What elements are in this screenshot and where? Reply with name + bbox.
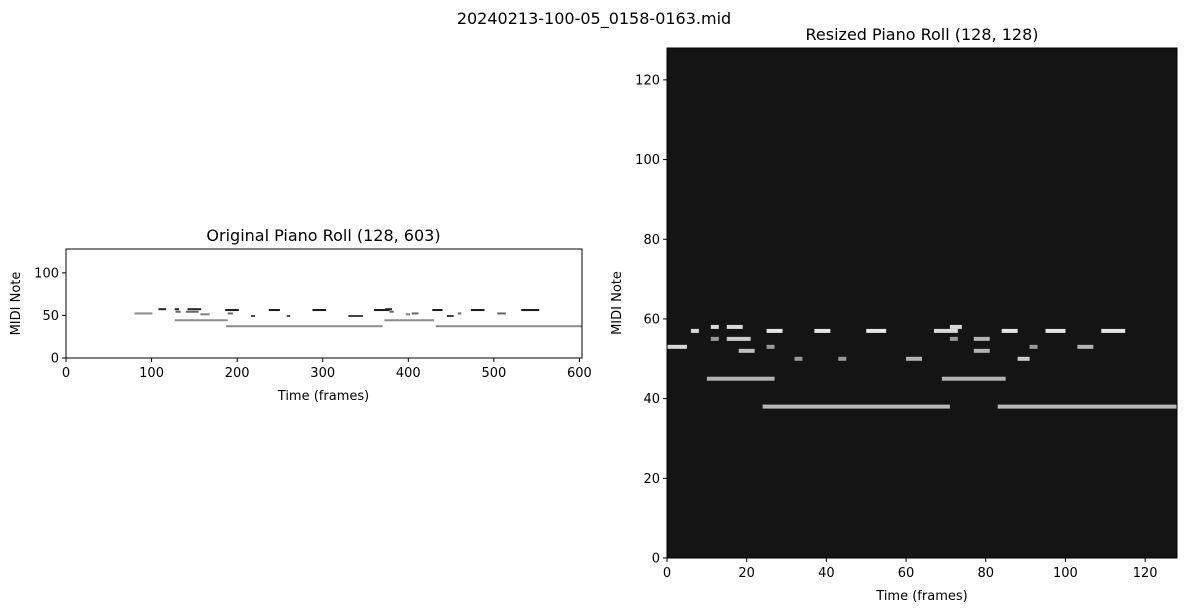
resized-note-bar — [762, 404, 950, 409]
original-note-bar — [446, 314, 454, 317]
original-ytick-label: 50 — [42, 309, 59, 324]
resized-ytick-label: 60 — [643, 312, 660, 327]
resized-note-bar — [726, 324, 743, 329]
original-xtick-label: 500 — [481, 366, 506, 381]
resized-note-bar — [794, 356, 803, 361]
resized-note-bar — [949, 324, 962, 329]
resized-ytick-label: 120 — [635, 73, 660, 88]
original-panel-title: Original Piano Roll (128, 603) — [206, 226, 440, 245]
original-note-bar — [175, 310, 181, 313]
resized-xtick-label: 80 — [977, 566, 994, 581]
resized-note-bar — [667, 344, 687, 349]
original-yaxis-label: MIDI Note — [9, 272, 24, 336]
resized-note-bar — [1045, 328, 1066, 333]
original-note-bar — [174, 319, 228, 322]
original-note-bar — [374, 309, 390, 312]
original-note-bar — [405, 313, 410, 316]
resized-piano-roll-panel: Resized Piano Roll (128, 128) 0 20 40 60 80 1… — [610, 25, 1178, 604]
resized-xtick-label: 0 — [663, 566, 671, 581]
original-note-bar — [312, 309, 327, 312]
original-note-bar — [286, 314, 291, 317]
resized-yaxis-label: MIDI Note — [610, 271, 625, 335]
resized-note-bar — [933, 328, 958, 333]
figure-suptitle: 20240213-100-05_0158-0163.mid — [457, 9, 731, 29]
resized-note-bar — [906, 356, 922, 361]
original-note-bar — [200, 313, 210, 316]
original-note-bar — [268, 309, 280, 312]
resized-panel-title: Resized Piano Roll (128, 128) — [806, 25, 1039, 44]
resized-note-bar — [1029, 344, 1038, 349]
resized-note-bar — [973, 336, 990, 341]
original-note-bar — [411, 312, 419, 315]
resized-xtick-label: 60 — [898, 566, 915, 581]
resized-ytick-label: 80 — [643, 233, 660, 248]
original-note-bar — [385, 308, 393, 311]
resized-plot-area: 0 20 40 60 80 100 120 0 20 40 60 80 100 120 — [635, 47, 1178, 581]
resized-note-bar — [766, 328, 783, 333]
original-xtick-label: 600 — [567, 366, 592, 381]
resized-note-bar — [1077, 344, 1094, 349]
resized-xtick-label: 20 — [738, 566, 755, 581]
resized-xtick-label: 120 — [1133, 566, 1158, 581]
original-note-bar — [521, 309, 540, 312]
original-note-bar — [226, 325, 383, 328]
original-note-bar — [158, 308, 167, 311]
original-note-bar — [225, 309, 239, 312]
original-note-bar — [227, 312, 233, 315]
original-note-bar — [174, 308, 179, 311]
resized-note-bar — [997, 404, 1177, 409]
resized-ytick-label: 100 — [635, 153, 660, 168]
original-note-bar — [185, 310, 199, 313]
original-xaxis-label: Time (frames) — [277, 389, 369, 404]
resized-note-bar — [973, 348, 990, 353]
original-note-bar — [470, 309, 485, 312]
resized-note-bar — [706, 376, 775, 381]
resized-note-bar — [838, 356, 847, 361]
resized-note-bar — [949, 336, 958, 341]
resized-note-bar — [1001, 328, 1018, 333]
resized-ytick-label: 0 — [652, 552, 660, 567]
resized-note-bar — [710, 336, 719, 341]
resized-note-bar — [1101, 328, 1126, 333]
resized-xtick-label: 40 — [818, 566, 835, 581]
original-note-bar — [435, 325, 582, 328]
resized-note-bar — [726, 336, 751, 341]
original-note-bar — [348, 314, 363, 317]
resized-axes-frame — [666, 47, 1178, 559]
original-xtick-label: 100 — [139, 366, 164, 381]
original-plot-background — [66, 249, 582, 358]
original-ytick-label: 100 — [34, 266, 59, 281]
resized-note-bar — [814, 328, 831, 333]
resized-plot-background — [667, 48, 1177, 558]
original-note-bar — [384, 319, 434, 322]
resized-note-bar — [1017, 356, 1030, 361]
original-note-bar — [432, 309, 443, 312]
original-xtick-label: 0 — [62, 366, 70, 381]
original-note-bar — [497, 312, 506, 315]
original-xtick-label: 400 — [396, 366, 421, 381]
resized-ytick-label: 40 — [643, 392, 660, 407]
resized-xaxis-label: Time (frames) — [875, 589, 967, 604]
resized-xtick-label: 100 — [1053, 566, 1078, 581]
original-note-bar — [389, 310, 394, 313]
original-ytick-label: 0 — [51, 352, 59, 367]
resized-note-bar — [766, 344, 775, 349]
original-note-bar — [250, 314, 256, 317]
resized-note-bar — [690, 328, 699, 333]
resized-note-bar — [738, 348, 755, 353]
original-note-bar — [134, 312, 153, 315]
original-xtick-label: 200 — [225, 366, 250, 381]
original-note-bar — [187, 308, 202, 311]
original-plot-area: 0 100 200 300 400 500 600 0 50 100 — [34, 248, 592, 381]
resized-note-bar — [710, 324, 719, 329]
original-axes-frame — [65, 248, 583, 359]
original-piano-roll-panel: Original Piano Roll (128, 603) 0 100 200 30… — [9, 226, 592, 404]
original-note-bar — [457, 312, 462, 315]
resized-ytick-label: 20 — [643, 472, 660, 487]
resized-note-bar — [866, 328, 887, 333]
resized-note-bar — [941, 376, 1006, 381]
original-xtick-label: 300 — [310, 366, 335, 381]
